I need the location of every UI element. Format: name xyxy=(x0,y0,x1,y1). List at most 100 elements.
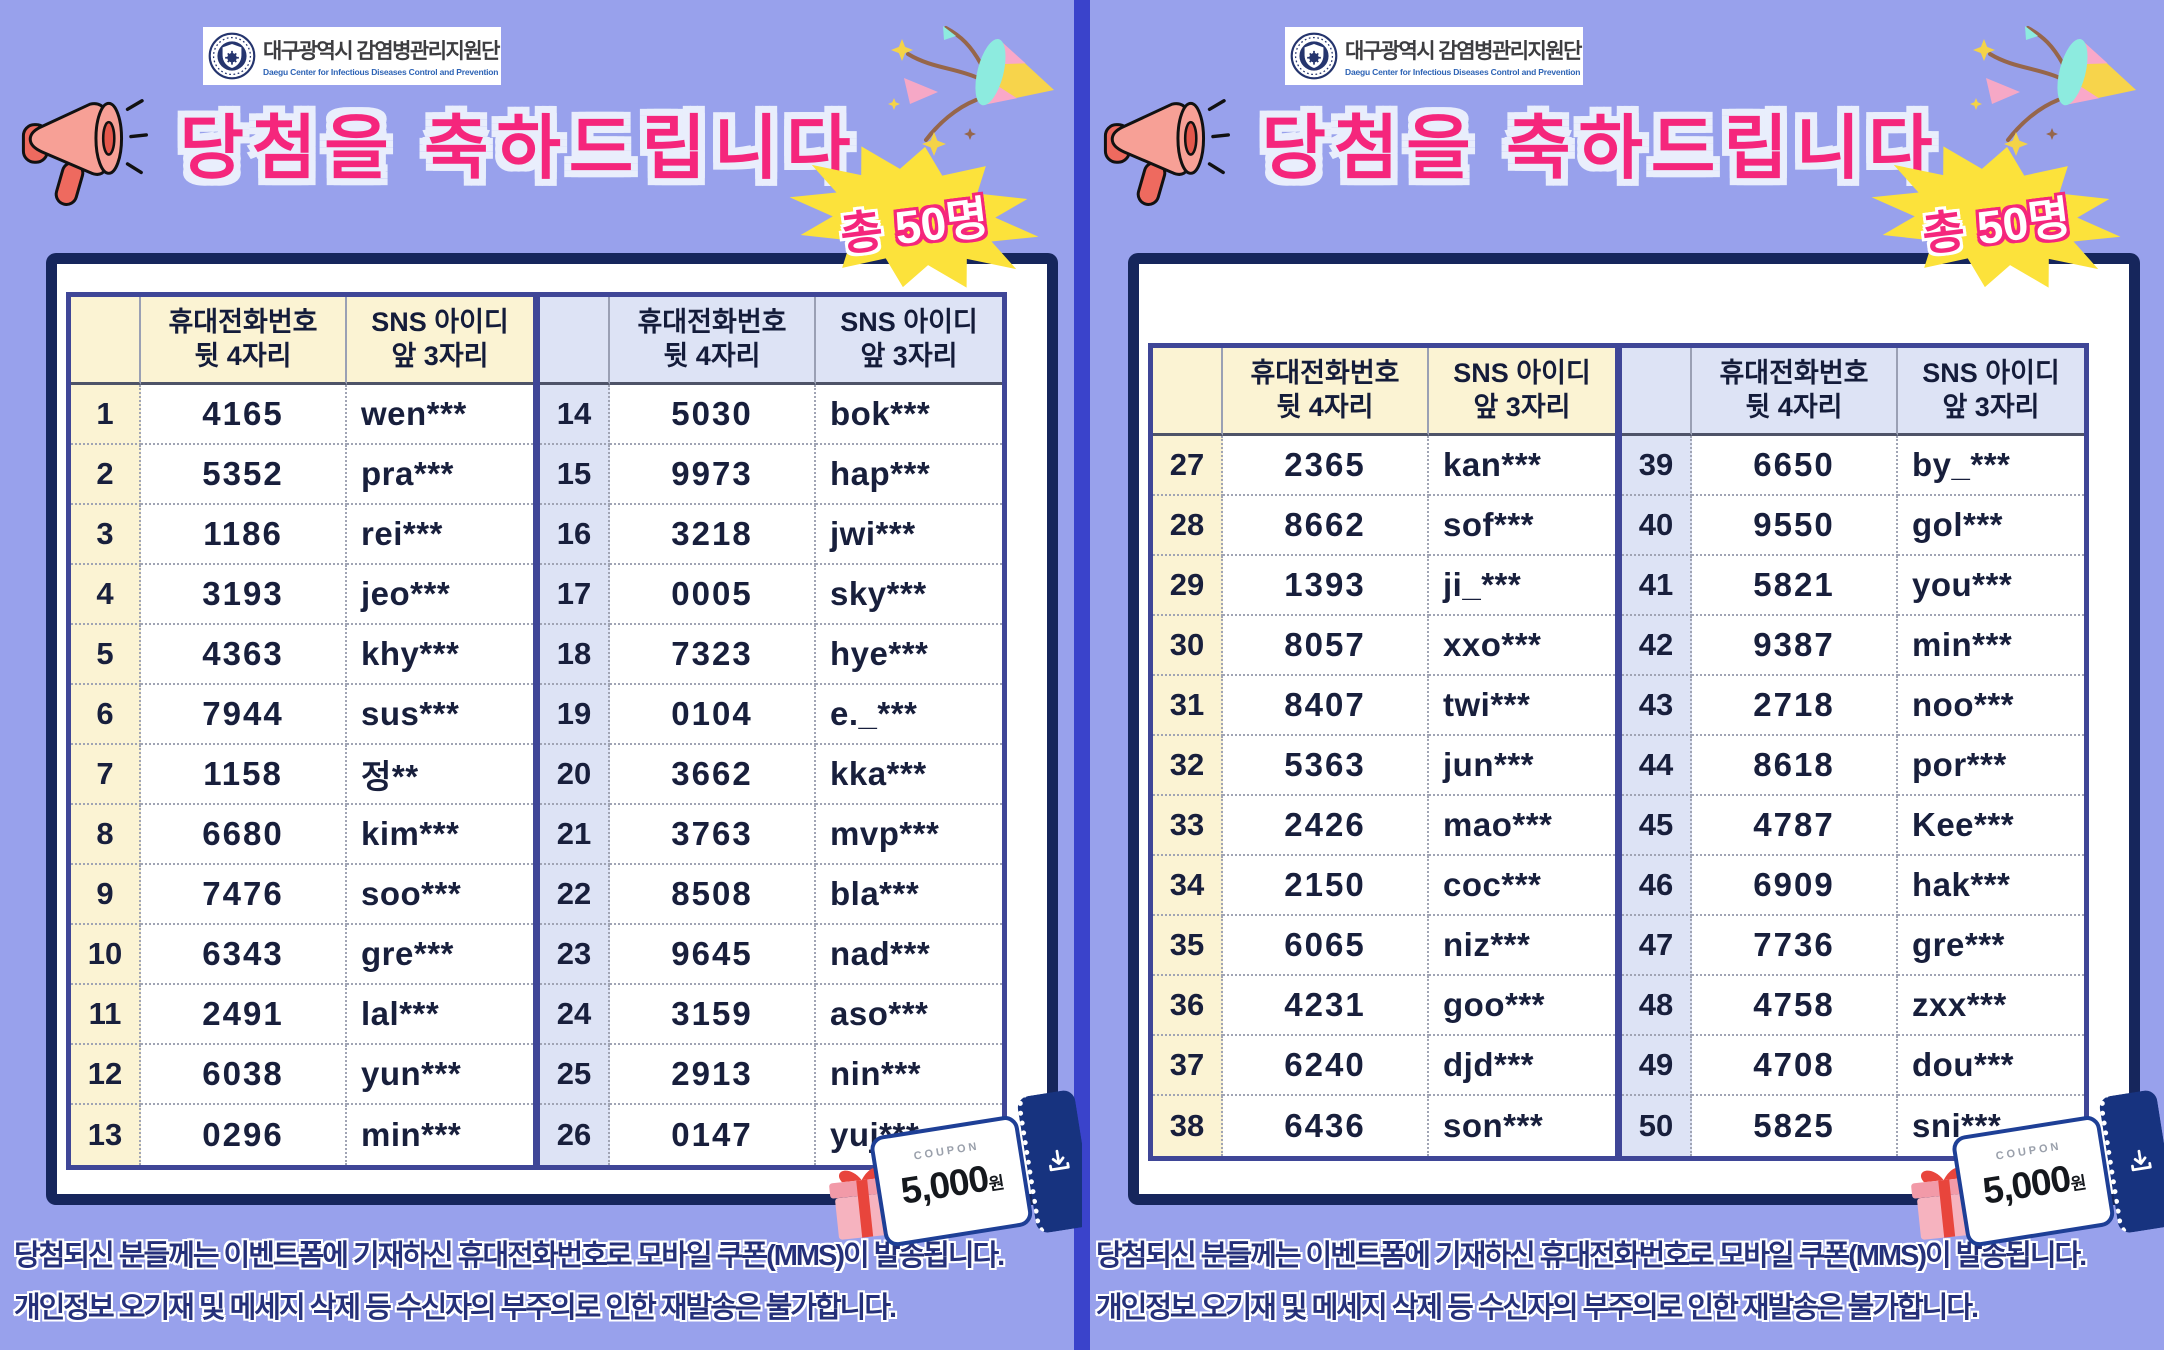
winner-rank: 38 xyxy=(1153,1096,1223,1156)
winner-rank: 11 xyxy=(71,985,141,1045)
winner-rank: 26 xyxy=(540,1105,610,1165)
winner-count-badge: 총 50명 xyxy=(788,146,1040,288)
winner-phone: 8662 xyxy=(1223,496,1429,556)
winner-rank: 48 xyxy=(1622,976,1692,1036)
winner-phone: 0147 xyxy=(610,1105,816,1165)
page-title: 당첨을 축하드립니다 xyxy=(179,109,859,187)
winner-phone: 5825 xyxy=(1692,1096,1898,1156)
winner-sns-id: wen*** xyxy=(347,385,533,445)
winner-phone: 6343 xyxy=(141,925,347,985)
column-header-phone: 휴대전화번호 뒷 4자리 xyxy=(141,297,347,385)
winner-phone: 6240 xyxy=(1223,1036,1429,1096)
footer-line-1: 당첨되신 분들께는 이벤트폼에 기재하신 휴대전화번호로 모바일 쿠폰(MMS)… xyxy=(1096,1240,2087,1272)
winner-sns-id: jun*** xyxy=(1429,736,1615,796)
corner-cell xyxy=(71,297,141,385)
org-name: 대구광역시 감염병관리지원단 xyxy=(263,40,501,63)
megaphone-icon xyxy=(21,99,148,206)
winner-sns-id: twi*** xyxy=(1429,676,1615,736)
winner-rank: 22 xyxy=(540,865,610,925)
winner-phone: 7736 xyxy=(1692,916,1898,976)
winner-phone: 6680 xyxy=(141,805,347,865)
winner-phone: 4758 xyxy=(1692,976,1898,1036)
coupon: COUPON 5,000원 xyxy=(1948,1088,2164,1265)
winner-phone: 6038 xyxy=(141,1045,347,1105)
winner-rank: 30 xyxy=(1153,616,1223,676)
winner-sns-id: niz*** xyxy=(1429,916,1615,976)
column-header-phone: 휴대전화번호 뒷 4자리 xyxy=(610,297,816,385)
coupon-card: COUPON 5,000원 xyxy=(1950,1114,2117,1249)
winner-sns-id: hak*** xyxy=(1898,856,2084,916)
winner-rank: 43 xyxy=(1622,676,1692,736)
org-logo-band: 대구광역시 감염병관리지원단 Daegu Center for Infectio… xyxy=(203,27,501,85)
party-popper-icon xyxy=(1970,26,2137,156)
winner-rank: 13 xyxy=(71,1105,141,1165)
winner-rank: 46 xyxy=(1622,856,1692,916)
winner-rank: 37 xyxy=(1153,1036,1223,1096)
winner-sns-id: khy*** xyxy=(347,625,533,685)
winner-phone: 9387 xyxy=(1692,616,1898,676)
coupon-download-tab xyxy=(1016,1088,1082,1235)
org-logo-band: 대구광역시 감염병관리지원단 Daegu Center for Infectio… xyxy=(1285,27,1583,85)
winners-group: 휴대전화번호 뒷 4자리 SNS 아이디 앞 3자리 14 5030 bok*** 15 997… xyxy=(535,292,1007,1170)
winner-rank: 19 xyxy=(540,685,610,745)
winner-phone: 3159 xyxy=(610,985,816,1045)
org-subtitle: Daegu Center for Infectious Diseases Con… xyxy=(263,67,499,77)
winner-phone: 2491 xyxy=(141,985,347,1045)
winner-sns-id: aso*** xyxy=(816,985,1002,1045)
winner-sns-id: sof*** xyxy=(1429,496,1615,556)
page-title: 당첨을 축하드립니다 xyxy=(1261,109,1941,187)
column-header-sns: SNS 아이디 앞 3자리 xyxy=(347,297,533,385)
corner-cell xyxy=(1622,348,1692,436)
footer-line-2: 개인정보 오기재 및 메세지 삭제 등 수신자의 부주의로 인한 재발송은 불가… xyxy=(14,1292,897,1324)
winner-phone: 3662 xyxy=(610,745,816,805)
winner-sns-id: min*** xyxy=(361,1116,462,1153)
org-name: 대구광역시 감염병관리지원단 xyxy=(1345,40,1583,63)
winner-rank: 20 xyxy=(540,745,610,805)
winner-rank: 32 xyxy=(1153,736,1223,796)
winners-group: 휴대전화번호 뒷 4자리 SNS 아이디 앞 3자리 1 4165 wen*** 2 5352 p… xyxy=(66,292,538,1170)
footer-line-1: 당첨되신 분들께는 이벤트폼에 기재하신 휴대전화번호로 모바일 쿠폰(MMS)… xyxy=(14,1240,1005,1272)
winner-rank: 47 xyxy=(1622,916,1692,976)
winner-phone: 3193 xyxy=(141,565,347,625)
winner-rank: 2 xyxy=(71,445,141,505)
winner-rank: 21 xyxy=(540,805,610,865)
column-header-sns: SNS 아이디 앞 3자리 xyxy=(1898,348,2084,436)
winner-phone: 4787 xyxy=(1692,796,1898,856)
footer-line-2: 개인정보 오기재 및 메세지 삭제 등 수신자의 부주의로 인한 재발송은 불가… xyxy=(1096,1292,1979,1324)
winner-sns-id: zxx*** xyxy=(1898,976,2084,1036)
winner-rank: 28 xyxy=(1153,496,1223,556)
winner-rank: 40 xyxy=(1622,496,1692,556)
panel-divider xyxy=(1074,0,1090,1350)
winner-phone: 6065 xyxy=(1223,916,1429,976)
org-subtitle: Daegu Center for Infectious Diseases Con… xyxy=(1345,67,1581,77)
winner-rank: 49 xyxy=(1622,1036,1692,1096)
winners-group: 휴대전화번호 뒷 4자리 SNS 아이디 앞 3자리 27 2365 kan*** 28 866… xyxy=(1148,343,1620,1161)
winner-phone: 6436 xyxy=(1223,1096,1429,1156)
winner-rank: 27 xyxy=(1153,436,1223,496)
org-logo-icon xyxy=(208,32,256,80)
org-logo-icon xyxy=(1290,32,1338,80)
winner-sns-id: kka*** xyxy=(816,745,1002,805)
winner-rank: 44 xyxy=(1622,736,1692,796)
winner-rank: 34 xyxy=(1153,856,1223,916)
winner-rank: 1 xyxy=(71,385,141,445)
winner-phone: 0005 xyxy=(610,565,816,625)
winner-phone: 4165 xyxy=(141,385,347,445)
winner-sns-id: rei*** xyxy=(347,505,533,565)
winner-sns-id: mvp*** xyxy=(816,805,1002,865)
winner-phone: 6650 xyxy=(1692,436,1898,496)
winner-sns-id: jwi*** xyxy=(816,505,1002,565)
winner-rank: 4 xyxy=(71,565,141,625)
party-popper-icon xyxy=(888,26,1055,156)
winner-rank: 24 xyxy=(540,985,610,1045)
winner-sns-id: lal*** xyxy=(347,985,533,1045)
winner-phone: 7476 xyxy=(141,865,347,925)
winner-sns-id: ji_*** xyxy=(1429,556,1615,616)
download-icon xyxy=(1048,1149,1070,1172)
winner-phone: 5821 xyxy=(1692,556,1898,616)
winner-rank: 3 xyxy=(71,505,141,565)
winner-rank: 36 xyxy=(1153,976,1223,1036)
winner-sns-id: yun*** xyxy=(347,1045,533,1105)
winner-sns-id: Kee*** xyxy=(1898,796,2084,856)
